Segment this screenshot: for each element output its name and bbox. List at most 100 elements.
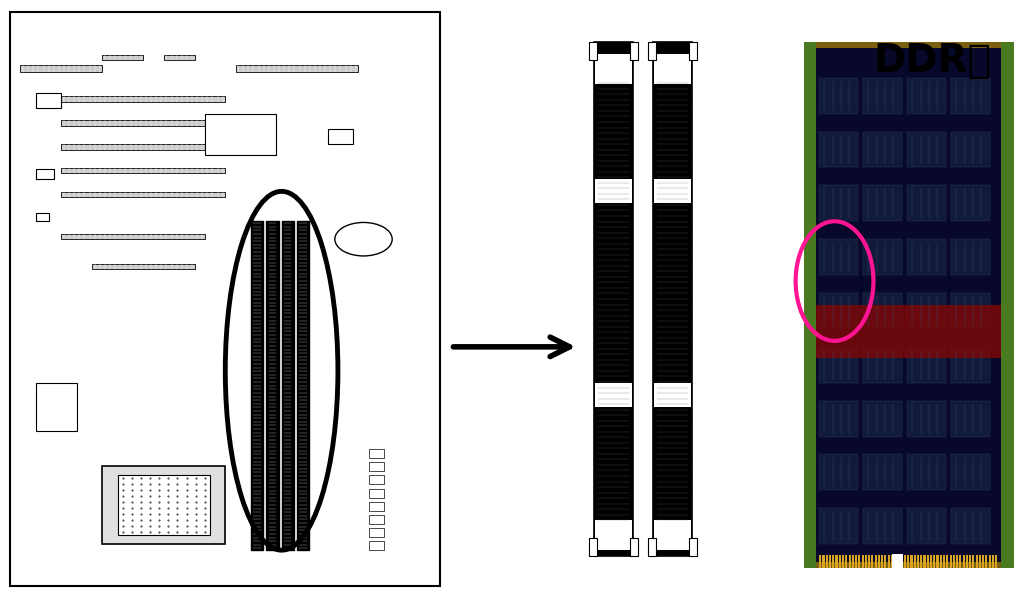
Bar [930, 555, 932, 568]
Bar [951, 185, 990, 221]
Bar [863, 239, 902, 275]
Bar [951, 78, 990, 114]
Bar [595, 520, 632, 550]
Bar [937, 555, 939, 568]
Bar [369, 489, 384, 498]
Bar [689, 42, 697, 60]
Bar [863, 185, 902, 221]
Bar [907, 454, 946, 490]
Bar [102, 466, 225, 544]
Bar [904, 555, 906, 568]
Bar [952, 555, 955, 568]
Bar [910, 555, 912, 568]
Bar [369, 541, 384, 550]
Bar [839, 555, 841, 568]
Bar [951, 347, 990, 383]
Bar [849, 555, 851, 568]
Bar [689, 538, 697, 556]
Bar [594, 42, 633, 556]
Bar [236, 65, 358, 72]
Bar [630, 42, 638, 60]
Bar [369, 475, 384, 484]
Bar [892, 554, 902, 571]
Bar [118, 475, 210, 535]
Bar [10, 12, 440, 586]
Bar [369, 528, 384, 537]
Bar [829, 555, 831, 568]
Bar [1001, 42, 1014, 568]
Bar [61, 234, 205, 239]
Bar [369, 462, 384, 471]
Bar [863, 347, 902, 383]
Bar [595, 54, 632, 84]
Bar [916, 555, 920, 568]
Bar [992, 555, 994, 568]
Bar [946, 555, 948, 568]
Bar [654, 179, 691, 203]
Bar [951, 132, 990, 167]
Bar [61, 192, 225, 197]
Bar [885, 555, 887, 568]
Bar [973, 555, 975, 568]
Bar [36, 93, 61, 108]
Bar [894, 555, 896, 568]
Bar [842, 555, 844, 568]
Bar [369, 502, 384, 511]
Bar [863, 78, 902, 114]
Bar [863, 508, 902, 544]
Bar [61, 96, 225, 102]
Bar [951, 508, 990, 544]
Bar [595, 179, 632, 203]
Bar [927, 555, 929, 568]
Bar [940, 555, 942, 568]
Bar [988, 555, 991, 568]
Bar [861, 555, 863, 568]
Bar [589, 42, 597, 60]
Bar [959, 555, 962, 568]
Bar [907, 185, 946, 221]
Bar [845, 555, 848, 568]
Bar [61, 120, 225, 126]
Bar [20, 65, 102, 72]
Bar [648, 538, 656, 556]
Bar [589, 538, 597, 556]
Bar [949, 555, 951, 568]
Bar [266, 221, 279, 550]
Bar [819, 401, 858, 437]
Bar [985, 555, 987, 568]
Bar [205, 114, 276, 155]
Circle shape [335, 222, 392, 256]
Bar [819, 555, 821, 568]
Bar [907, 239, 946, 275]
Bar [878, 555, 880, 568]
Bar [907, 78, 946, 114]
Text: DDR厄: DDR厄 [872, 42, 991, 80]
Bar [595, 383, 632, 407]
Bar [907, 347, 946, 383]
Bar [921, 555, 923, 568]
Bar [913, 555, 915, 568]
Bar [804, 42, 1014, 568]
Bar [852, 555, 854, 568]
Bar [61, 168, 225, 173]
Bar [653, 42, 692, 556]
Bar [907, 293, 946, 329]
Bar [907, 508, 946, 544]
Bar [804, 42, 816, 568]
Bar [966, 555, 968, 568]
Bar [630, 538, 638, 556]
Bar [819, 293, 858, 329]
Bar [36, 383, 77, 431]
Bar [888, 555, 890, 568]
Bar [819, 347, 858, 383]
Bar [951, 239, 990, 275]
Bar [863, 293, 902, 329]
Bar [969, 555, 971, 568]
Bar [979, 555, 981, 568]
Bar [863, 132, 902, 167]
Bar [819, 239, 858, 275]
Bar [933, 555, 935, 568]
Bar [982, 555, 984, 568]
Bar [251, 221, 263, 550]
Bar [819, 132, 858, 167]
